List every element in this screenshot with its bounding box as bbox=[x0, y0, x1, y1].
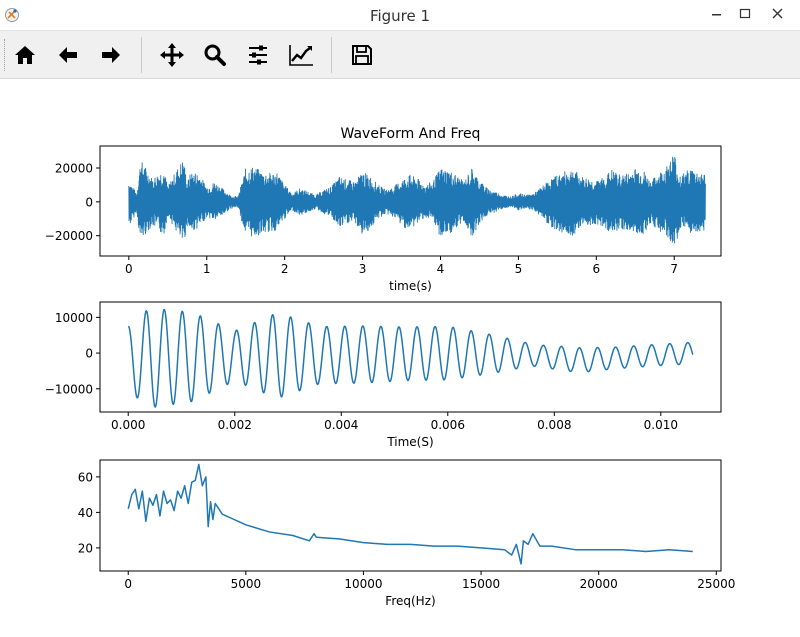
series-line-3 bbox=[127, 463, 693, 565]
maximize-button[interactable] bbox=[731, 4, 759, 24]
chart-title: WaveForm And Freq bbox=[341, 126, 481, 142]
x-tick-label: 0 bbox=[125, 262, 133, 276]
x-tick-label: 2 bbox=[281, 262, 289, 276]
y-tick-label: −20000 bbox=[45, 229, 93, 243]
y-tick-label: 20 bbox=[78, 541, 93, 555]
maximize-icon bbox=[739, 8, 751, 19]
y-tick-label: 20000 bbox=[55, 162, 93, 176]
edit-axis-icon bbox=[289, 45, 313, 66]
x-tick-label: 0.010 bbox=[644, 418, 678, 432]
x-axis-label: Freq(Hz) bbox=[385, 594, 435, 608]
pan-button[interactable] bbox=[156, 39, 188, 71]
window-title: Figure 1 bbox=[369, 7, 431, 25]
x-tick-label: 7 bbox=[670, 262, 678, 276]
x-tick-label: 6 bbox=[593, 262, 601, 276]
zoom-button[interactable] bbox=[199, 39, 231, 71]
back-button[interactable] bbox=[52, 39, 84, 71]
back-arrow-icon bbox=[59, 47, 77, 63]
x-tick-label: 15000 bbox=[462, 577, 500, 591]
configure-subplots-button[interactable] bbox=[242, 39, 274, 71]
configure-subplots-icon bbox=[249, 45, 267, 65]
axes-frame-1 bbox=[99, 145, 722, 257]
home-icon bbox=[15, 46, 35, 64]
x-axis-label: Time(S) bbox=[386, 435, 433, 449]
save-button[interactable] bbox=[346, 39, 378, 71]
x-tick-label: 25000 bbox=[697, 577, 735, 591]
minimize-icon bbox=[712, 14, 721, 16]
x-tick-label: 20000 bbox=[580, 577, 618, 591]
y-tick-label: 40 bbox=[78, 506, 93, 520]
toolbar-grip bbox=[4, 39, 7, 71]
x-tick-label: 0.002 bbox=[218, 418, 252, 432]
y-tick-label: 0 bbox=[85, 347, 93, 361]
title-bar: Figure 1 bbox=[0, 0, 800, 31]
x-tick-label: 5 bbox=[515, 262, 523, 276]
series-line-1 bbox=[128, 156, 706, 244]
pan-icon bbox=[160, 43, 184, 67]
home-button[interactable] bbox=[9, 39, 41, 71]
x-tick-label: 0.000 bbox=[111, 418, 145, 432]
x-tick-label: 10000 bbox=[344, 577, 382, 591]
x-tick-label: 3 bbox=[359, 262, 367, 276]
x-tick-label: 0.008 bbox=[537, 418, 571, 432]
x-tick-label: 0.004 bbox=[324, 418, 358, 432]
close-button[interactable] bbox=[756, 4, 800, 24]
figure-svg: 0 1 2 3 4 5 6 7 20000 0 −20000 time(s) WaveForm And … bbox=[45, 126, 736, 608]
x-tick-label: 0.006 bbox=[431, 418, 465, 432]
toolbar-separator bbox=[141, 37, 142, 73]
x-tick-label: 0 bbox=[124, 577, 132, 591]
x-axis-label: time(s) bbox=[389, 279, 432, 293]
x-tick-label: 5000 bbox=[231, 577, 262, 591]
figure-canvas[interactable]: 0 1 2 3 4 5 6 7 20000 0 −20000 time(s) WaveForm And … bbox=[0, 79, 800, 633]
toolbar-separator bbox=[331, 37, 332, 73]
app-icon bbox=[5, 8, 19, 22]
y-tick-label: 10000 bbox=[55, 311, 93, 325]
y-tick-label: −10000 bbox=[45, 382, 93, 396]
x-tick-label: 4 bbox=[437, 262, 445, 276]
y-tick-label: 0 bbox=[85, 195, 93, 209]
minimize-button[interactable] bbox=[702, 4, 730, 24]
axes-frame-3 bbox=[99, 459, 722, 572]
axes-frame-2 bbox=[99, 301, 722, 413]
zoom-icon bbox=[204, 44, 226, 66]
x-tick-label: 1 bbox=[203, 262, 211, 276]
forward-arrow-icon bbox=[102, 47, 120, 63]
y-tick-label: 60 bbox=[78, 470, 93, 484]
forward-button[interactable] bbox=[95, 39, 127, 71]
close-icon bbox=[772, 8, 783, 19]
save-icon bbox=[352, 45, 372, 65]
navigation-toolbar bbox=[0, 31, 800, 79]
edit-axis-button[interactable] bbox=[285, 39, 317, 71]
series-line-2 bbox=[127, 308, 694, 408]
